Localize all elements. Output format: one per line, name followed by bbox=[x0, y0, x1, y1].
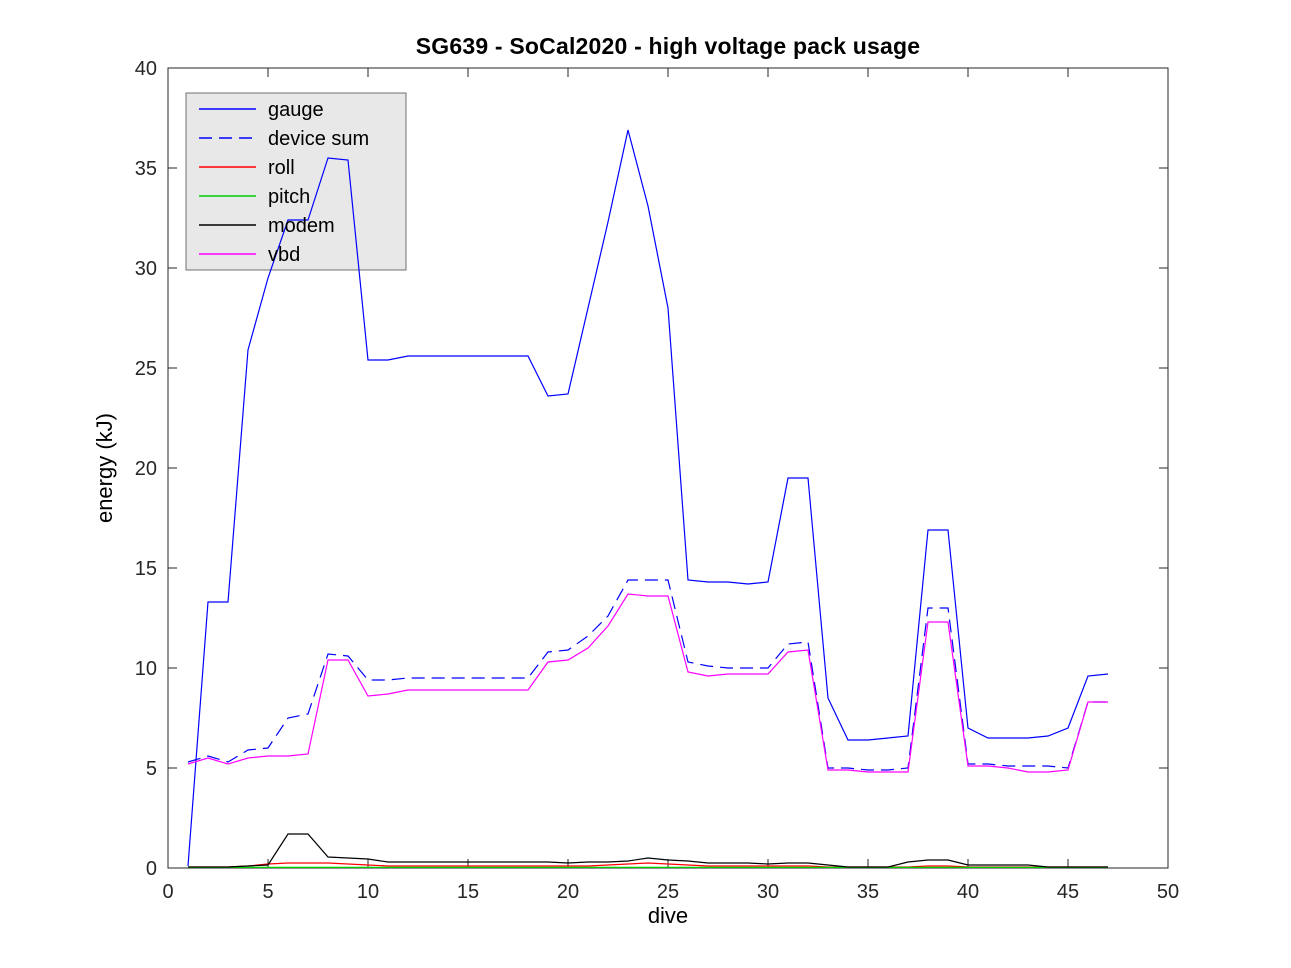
legend-label-vbd: vbd bbox=[268, 244, 300, 266]
series-vbd bbox=[187, 593, 1108, 773]
series-gauge bbox=[187, 129, 1109, 867]
legend-label-device-sum: device sum bbox=[268, 128, 369, 150]
y-tick-label: 30 bbox=[135, 258, 157, 280]
x-tick-label: 5 bbox=[262, 881, 273, 903]
series-lines bbox=[187, 129, 1109, 869]
x-tick-label: 40 bbox=[957, 881, 979, 903]
legend-label-modem: modem bbox=[268, 215, 335, 237]
chart-title: SG639 - SoCal2020 - high voltage pack us… bbox=[415, 33, 921, 59]
legend-label-gauge: gauge bbox=[268, 99, 324, 121]
x-tick-label: 50 bbox=[1157, 881, 1179, 903]
y-tick-label: 0 bbox=[146, 858, 157, 880]
legend: gauge device sum roll pitch modem vbd bbox=[199, 99, 369, 266]
x-tick-label: 35 bbox=[857, 881, 879, 903]
legend-label-pitch: pitch bbox=[268, 186, 310, 208]
legend-label-roll: roll bbox=[268, 157, 295, 179]
x-tick-label: 15 bbox=[457, 881, 479, 903]
y-tick-label: 15 bbox=[135, 558, 157, 580]
y-tick-label: 10 bbox=[135, 658, 157, 680]
x-tick-label: 25 bbox=[657, 881, 679, 903]
y-tick-label: 40 bbox=[135, 58, 157, 80]
series-roll bbox=[188, 862, 1108, 868]
y-tick-label: 5 bbox=[146, 758, 157, 780]
series-modem bbox=[188, 833, 1108, 868]
x-tick-label: 45 bbox=[1057, 881, 1079, 903]
y-tick-label: 35 bbox=[135, 158, 157, 180]
y-tick-label: 25 bbox=[135, 358, 157, 380]
y-tick-label: 20 bbox=[135, 458, 157, 480]
x-tick-label: 20 bbox=[557, 881, 579, 903]
x-axis-ticks: 0 5 10 15 20 25 30 35 40 45 50 bbox=[162, 68, 1179, 903]
x-tick-label: 10 bbox=[357, 881, 379, 903]
x-tick-label: 30 bbox=[757, 881, 779, 903]
series-device-sum bbox=[187, 579, 1108, 771]
x-tick-label: 0 bbox=[162, 881, 173, 903]
legend-box bbox=[185, 92, 407, 271]
y-axis-ticks: 0 5 10 15 20 25 30 35 40 bbox=[135, 58, 1168, 880]
x-axis-label: dive bbox=[647, 903, 689, 928]
